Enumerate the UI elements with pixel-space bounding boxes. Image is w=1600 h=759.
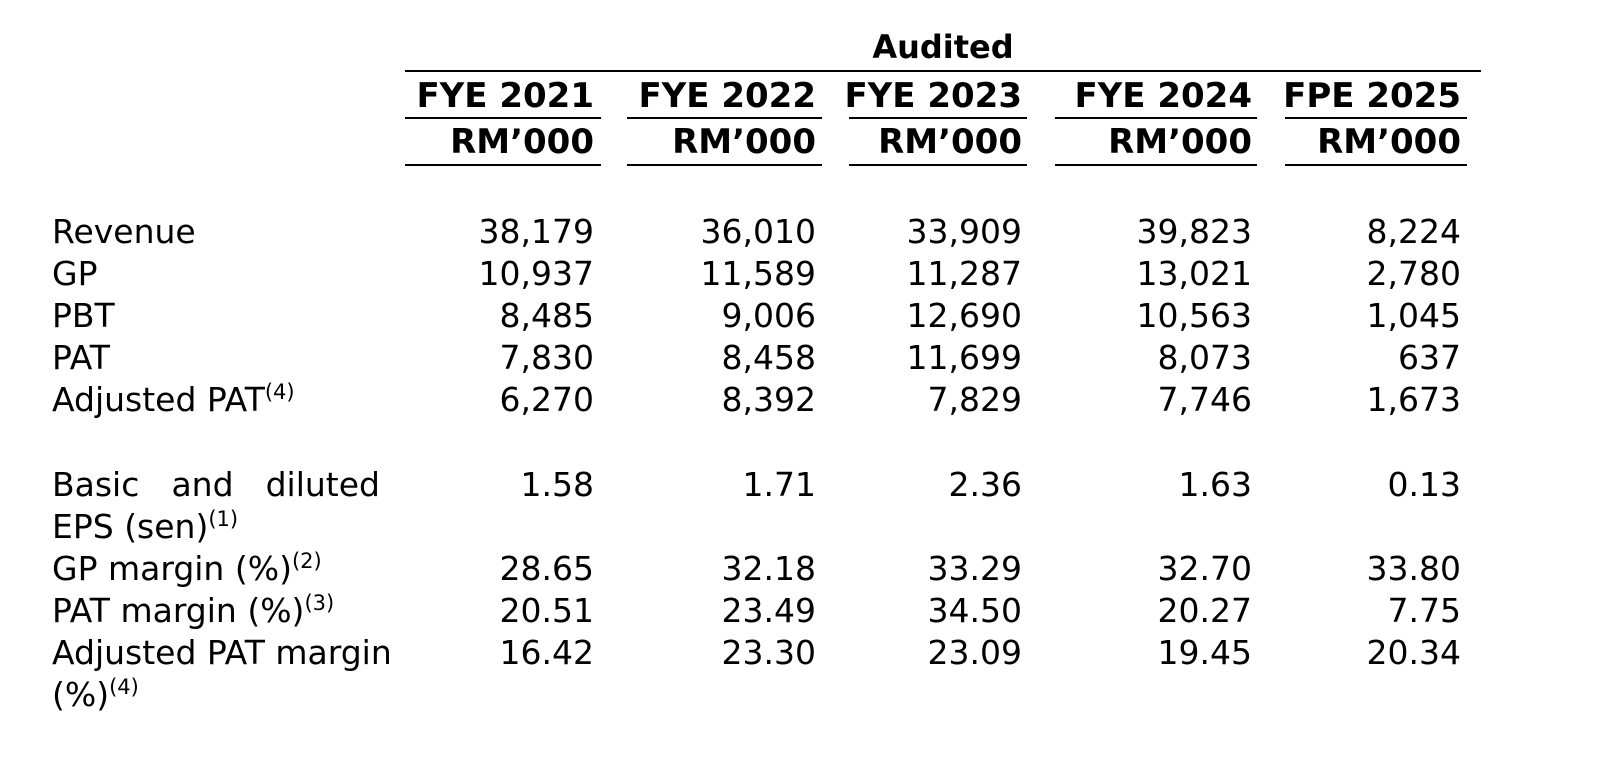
row-label-revenue: Revenue xyxy=(52,212,196,251)
table-cell: 32.70 xyxy=(1157,549,1252,588)
table-cell: 7.75 xyxy=(1387,591,1461,630)
row-label-pat: PAT xyxy=(52,338,110,377)
column-header-fye-2023: FYE 2023 xyxy=(844,76,1022,116)
table-cell: 19.45 xyxy=(1157,633,1252,672)
period-underline-3 xyxy=(849,117,1027,119)
table-cell: 8,073 xyxy=(1157,338,1252,377)
period-underline-4 xyxy=(1055,117,1257,119)
audited-group-header: Audited xyxy=(872,28,1014,66)
row-label-adjusted-pat: Adjusted PAT(4) xyxy=(52,380,295,419)
footnote-ref: (1) xyxy=(208,507,239,531)
table-cell: 9,006 xyxy=(721,296,816,335)
table-cell: 23.30 xyxy=(721,633,816,672)
table-cell: 32.18 xyxy=(721,549,816,588)
column-unit-3: RM’000 xyxy=(878,122,1022,162)
row-label-pat-margin: PAT margin (%)(3) xyxy=(52,591,335,630)
table-cell: 1,045 xyxy=(1366,296,1461,335)
row-label-eps-line2: EPS (sen)(1) xyxy=(52,507,239,546)
column-unit-1: RM’000 xyxy=(450,122,594,162)
table-cell: 10,937 xyxy=(478,254,594,293)
row-label-gp-margin: GP margin (%)(2) xyxy=(52,549,322,588)
table-cell: 20.27 xyxy=(1157,591,1252,630)
table-cell: 8,392 xyxy=(721,380,816,419)
table-cell: 1,673 xyxy=(1366,380,1461,419)
table-cell: 12,690 xyxy=(906,296,1022,335)
unit-underline-3 xyxy=(849,164,1027,166)
table-cell: 28.65 xyxy=(499,549,594,588)
table-cell: 1.63 xyxy=(1178,465,1252,504)
period-underline-5 xyxy=(1285,117,1467,119)
table-cell: 34.50 xyxy=(927,591,1022,630)
table-cell: 8,485 xyxy=(499,296,594,335)
table-cell: 11,699 xyxy=(906,338,1022,377)
column-header-fye-2021: FYE 2021 xyxy=(416,76,594,116)
row-label-pbt: PBT xyxy=(52,296,115,335)
footnote-ref: (4) xyxy=(264,380,295,404)
table-cell: 10,563 xyxy=(1136,296,1252,335)
column-header-fye-2022: FYE 2022 xyxy=(638,76,816,116)
table-cell: 7,829 xyxy=(927,380,1022,419)
table-cell: 7,746 xyxy=(1157,380,1252,419)
table-cell: 7,830 xyxy=(499,338,594,377)
column-unit-5: RM’000 xyxy=(1317,122,1461,162)
period-underline-2 xyxy=(627,117,822,119)
table-cell: 637 xyxy=(1398,338,1461,377)
column-unit-2: RM’000 xyxy=(672,122,816,162)
unit-underline-1 xyxy=(405,164,601,166)
footnote-ref: (4) xyxy=(109,675,139,699)
footnote-ref: (3) xyxy=(304,591,335,615)
table-cell: 1.58 xyxy=(520,465,594,504)
table-cell: 33,909 xyxy=(906,212,1022,251)
table-cell: 13,021 xyxy=(1136,254,1252,293)
table-cell: 39,823 xyxy=(1136,212,1252,251)
column-header-fye-2024: FYE 2024 xyxy=(1074,76,1252,116)
table-cell: 6,270 xyxy=(499,380,594,419)
period-underline-1 xyxy=(405,117,601,119)
table-cell: 11,589 xyxy=(700,254,816,293)
row-label-adjusted-pat-margin-line1: Adjusted PAT margin xyxy=(52,633,392,672)
table-cell: 23.49 xyxy=(721,591,816,630)
table-cell: 20.51 xyxy=(499,591,594,630)
table-cell: 38,179 xyxy=(478,212,594,251)
table-cell: 33.80 xyxy=(1366,549,1461,588)
audited-underline xyxy=(405,70,1481,72)
table-cell: 23.09 xyxy=(927,633,1022,672)
row-label-gp: GP xyxy=(52,254,98,293)
column-header-fpe-2025: FPE 2025 xyxy=(1283,76,1461,116)
table-cell: 33.29 xyxy=(927,549,1022,588)
unit-underline-2 xyxy=(627,164,822,166)
table-cell: 1.71 xyxy=(742,465,816,504)
table-cell: 20.34 xyxy=(1366,633,1461,672)
row-label-eps-line1: Basic and diluted xyxy=(52,465,380,504)
table-cell: 8,458 xyxy=(721,338,816,377)
table-cell: 8,224 xyxy=(1366,212,1461,251)
footnote-ref: (2) xyxy=(291,549,322,573)
row-label-adjusted-pat-margin-line2: (%)(4) xyxy=(52,675,139,714)
table-cell: 36,010 xyxy=(700,212,816,251)
table-cell: 16.42 xyxy=(499,633,594,672)
table-cell: 2,780 xyxy=(1366,254,1461,293)
column-unit-4: RM’000 xyxy=(1108,122,1252,162)
unit-underline-5 xyxy=(1285,164,1467,166)
unit-underline-4 xyxy=(1055,164,1257,166)
table-cell: 0.13 xyxy=(1387,465,1461,504)
table-cell: 11,287 xyxy=(906,254,1022,293)
table-cell: 2.36 xyxy=(948,465,1022,504)
